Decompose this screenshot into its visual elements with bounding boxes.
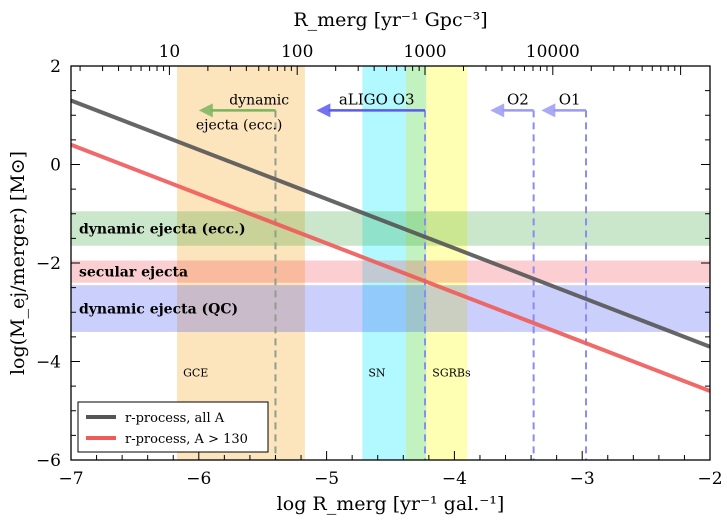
vband-label-sgrbs: SGRBs bbox=[432, 366, 471, 379]
dynamic-ecc-arrow-label-2: ejecta (ecc.) bbox=[196, 117, 283, 133]
top-tick-label: 10 bbox=[159, 42, 181, 62]
vband-sn bbox=[362, 66, 406, 460]
vertical-bands bbox=[177, 66, 468, 460]
top-axis-label: R_merg [yr⁻¹ Gpc⁻³] bbox=[293, 9, 487, 31]
x-tick-label: −6 bbox=[186, 469, 211, 489]
dynamic-ecc-arrow-label-1: dynamic bbox=[229, 92, 289, 108]
o1-arrow-head bbox=[541, 103, 556, 118]
vband-gce bbox=[177, 66, 305, 460]
o1-arrow-label: O1 bbox=[559, 90, 581, 108]
aligo-arrow-label: aLIGO O3 bbox=[339, 90, 415, 108]
y-tick-label: −2 bbox=[36, 254, 61, 274]
y-axis-label: log(M_ej/merger) [M⊙] bbox=[7, 151, 29, 375]
hband-label-dynamic_qc: dynamic ejecta (QC) bbox=[79, 302, 238, 318]
vband-label-sn: SN bbox=[368, 366, 386, 379]
vband-label-gce: GCE bbox=[183, 366, 208, 379]
x-tick-label: −5 bbox=[314, 469, 339, 489]
x-tick-label: −4 bbox=[442, 469, 467, 489]
series-lines bbox=[70, 98, 711, 393]
x-tick-label: −3 bbox=[570, 469, 595, 489]
hband-dynamic_ecc bbox=[71, 211, 710, 246]
legend-label-0: r-process, all A bbox=[125, 411, 225, 426]
legend-label-1: r-process, A > 130 bbox=[125, 432, 248, 447]
legend-box bbox=[77, 401, 269, 453]
arrows bbox=[198, 103, 587, 118]
hband-label-dynamic_ecc: dynamic ejecta (ecc.) bbox=[79, 222, 246, 238]
x-tick-label: −2 bbox=[697, 469, 722, 489]
y-tick-label: 2 bbox=[50, 57, 61, 77]
annotation-labels: GCE SN SGRBs dynamic ejecta (ecc.) secular e… bbox=[79, 90, 581, 379]
dynamic-ecc-arrow-head bbox=[198, 103, 213, 118]
vband-sgrbs bbox=[426, 66, 468, 460]
horizontal-bands bbox=[71, 211, 710, 332]
series-line-0 bbox=[70, 98, 711, 349]
y-tick-label: −4 bbox=[36, 353, 61, 373]
y-tick-label: −6 bbox=[36, 451, 61, 471]
o2-arrow-head bbox=[490, 103, 505, 118]
hband-dynamic_qc bbox=[71, 285, 710, 332]
y-tick-label: 0 bbox=[50, 156, 61, 176]
o2-arrow-label: O2 bbox=[507, 90, 529, 108]
legend: r-process, all A r-process, A > 130 bbox=[77, 401, 269, 453]
x-axis-label: log R_merg [yr⁻¹ gal.⁻¹] bbox=[277, 493, 505, 515]
x-tick-label: −7 bbox=[58, 469, 83, 489]
ticks: −7 −6 −5 −4 −3 −220−2−4−610 100 1000 10000 bbox=[36, 42, 723, 489]
top-tick-label: 10000 bbox=[526, 42, 580, 62]
hband-secular bbox=[71, 260, 710, 283]
hband-label-secular: secular ejecta bbox=[79, 265, 188, 281]
vertical-lines bbox=[274, 110, 588, 460]
top-tick-label: 1000 bbox=[403, 42, 446, 62]
series-line-1 bbox=[70, 142, 711, 393]
vband-green bbox=[405, 66, 427, 460]
top-tick-label: 100 bbox=[281, 42, 313, 62]
aligo-arrow-head bbox=[316, 103, 331, 118]
